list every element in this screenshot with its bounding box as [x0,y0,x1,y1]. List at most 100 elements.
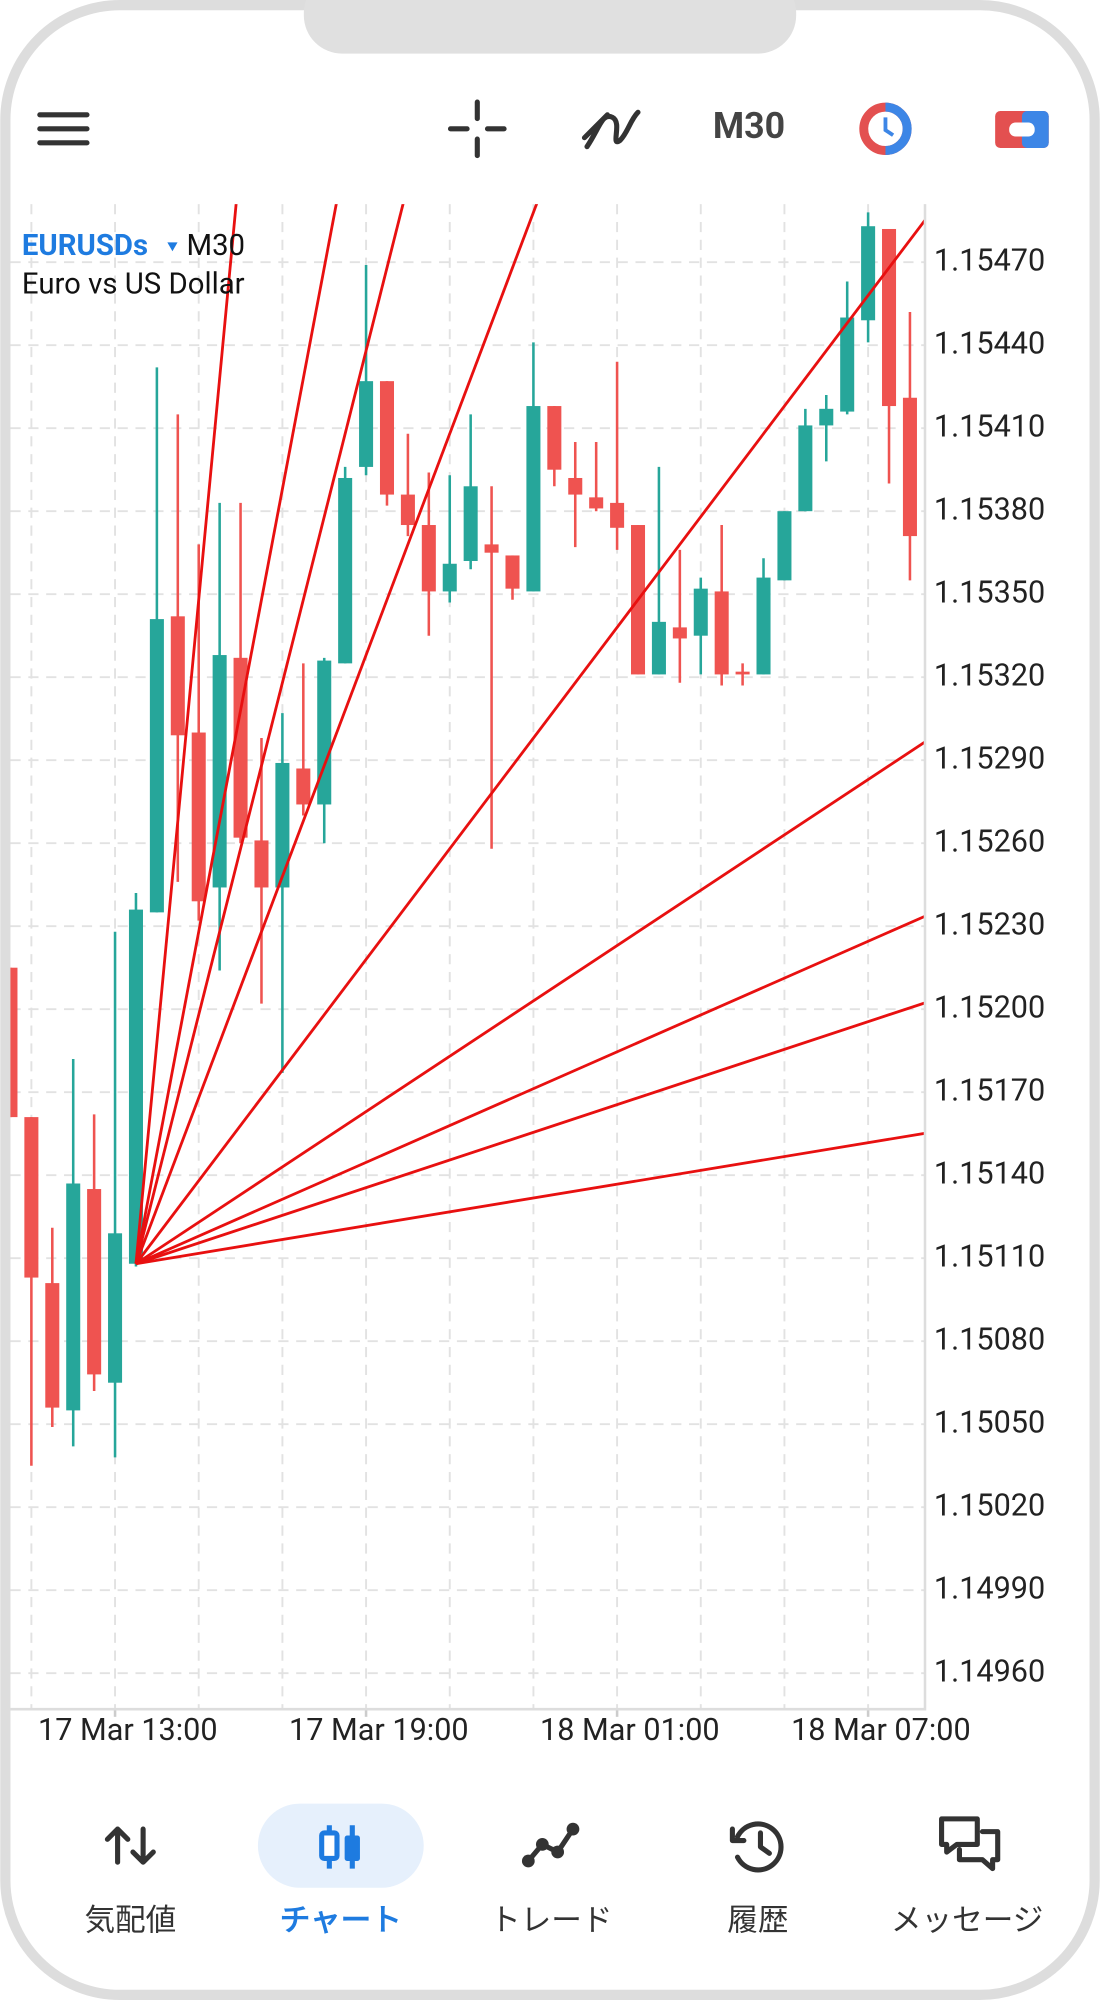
fan-line [134,204,539,1265]
candles [10,212,917,1466]
candle-body [442,563,457,592]
candle-body [610,502,625,528]
messages-icon[interactable] [939,1816,1001,1872]
active-tab-pill [257,1803,424,1888]
symbol[interactable]: EURUSDs [22,229,148,263]
clock-button[interactable] [859,102,912,155]
crosshair-button[interactable] [447,99,507,159]
nav-label[interactable]: トレード [490,1903,612,1938]
y-tick-label: 1.15140 [934,1156,1045,1191]
candle-body [777,511,792,581]
candle-body [296,768,311,805]
chart-border [10,204,927,1711]
candle-body [317,660,332,805]
indicators-button[interactable] [581,109,641,150]
fan-line [135,1001,925,1266]
candle-body [338,477,353,664]
candle-body [87,1189,102,1375]
y-tick-label: 1.15440 [934,326,1045,361]
chart-icon[interactable] [319,1825,360,1869]
y-axis: 1.15470 1.15440 1.15410 1.15380 1.15350 1.153… [934,243,1045,1689]
candle-body [756,577,771,675]
y-tick-label: 1.15290 [934,741,1045,776]
candle-body [840,317,855,412]
candle-body [672,627,687,639]
y-tick-label: 1.14960 [934,1654,1045,1689]
candle-body [505,555,520,589]
candle-body [463,486,478,561]
candle-body [24,1117,39,1278]
candle-body [526,406,541,592]
x-tick-label: 17 Mar 19:00 [289,1713,469,1748]
y-tick-label: 1.15350 [934,575,1045,610]
fan-line [134,217,925,1265]
candle-body [149,619,164,913]
candle-body [861,226,876,321]
timeframe-button[interactable]: M30 [713,105,785,147]
notch [303,0,797,54]
candle-body [128,909,143,1264]
candle-body [191,732,206,902]
symbol-description: Euro vs US Dollar [22,267,245,301]
chart-timeframe: M30 [186,229,245,263]
menu-button[interactable] [37,112,90,146]
candle-body [45,1283,60,1408]
symbol-dropdown[interactable] [167,242,178,252]
candle-body [484,544,499,553]
candle-body [547,406,562,470]
candle-body [170,616,185,736]
fan-line [134,204,405,1265]
candle-body [66,1183,81,1411]
y-tick-label: 1.15050 [934,1405,1045,1440]
y-tick-label: 1.14990 [934,1571,1045,1606]
candle-body [798,425,813,512]
candle-body [421,525,436,592]
y-tick-label: 1.15170 [934,1073,1045,1108]
candle-body [400,494,415,526]
fan-line [135,914,925,1266]
candle-body [589,497,604,509]
candle-body [108,1233,123,1383]
quotes-icon[interactable] [104,1826,156,1865]
y-tick-label: 1.15320 [934,658,1045,693]
y-tick-label: 1.15380 [934,492,1045,527]
trade-icon[interactable] [521,1822,580,1868]
candle-body [10,967,18,1118]
candle-body [568,477,583,495]
y-tick-label: 1.15110 [934,1239,1045,1274]
nav-label[interactable]: 履歴 [727,1903,788,1938]
fan-line [135,740,925,1265]
grid [10,204,925,1717]
y-tick-label: 1.15200 [934,990,1045,1025]
candle-body [254,840,269,888]
x-tick-label: 18 Mar 07:00 [791,1713,971,1748]
y-tick-label: 1.15020 [934,1488,1045,1523]
candle-body [212,655,227,888]
candle-body [819,408,834,426]
x-tick-label: 17 Mar 13:00 [38,1713,218,1748]
candle-body [275,762,290,888]
y-tick-label: 1.15080 [934,1322,1045,1357]
nav-label[interactable]: メッセージ [891,1903,1043,1938]
candle-body [359,381,374,467]
account-button[interactable] [995,110,1049,148]
candle-body [693,588,708,636]
history-icon[interactable] [729,1821,784,1873]
x-axis: 17 Mar 13:00 17 Mar 19:00 18 Mar 01:00 18 M… [38,1713,971,1748]
nav-label[interactable]: 気配値 [84,1903,176,1938]
candle-body [233,657,248,838]
y-tick-label: 1.15260 [934,824,1045,859]
y-tick-label: 1.15410 [934,409,1045,444]
nav-label[interactable]: チャート [280,1903,402,1938]
x-tick-label: 18 Mar 01:00 [540,1713,720,1748]
y-tick-label: 1.15470 [934,243,1045,278]
candle-body [902,397,917,537]
fan-line [135,1131,925,1266]
candle-body [735,671,750,675]
candle-body [651,621,666,675]
candle-body [882,228,897,407]
gann-fan [134,204,925,1266]
